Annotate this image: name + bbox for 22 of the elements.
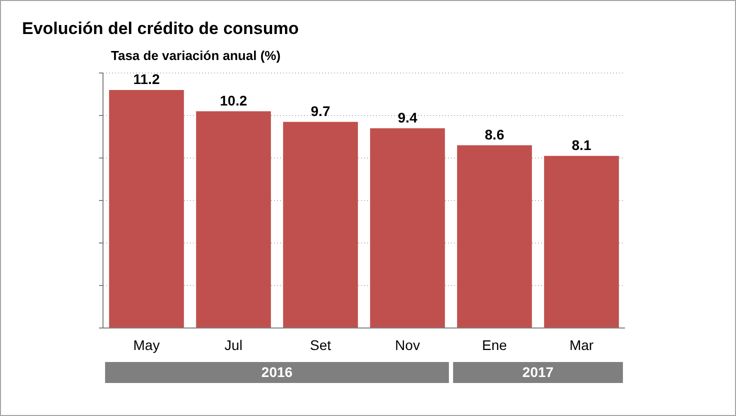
data-label: 9.7 (310, 102, 330, 119)
data-label: 8.6 (484, 126, 504, 142)
x-tick-label: May (133, 337, 160, 353)
data-label: 10.2 (220, 92, 248, 108)
data-label: 9.4 (398, 109, 418, 126)
x-tick-label: Nov (395, 337, 420, 353)
data-label: 11.2 (133, 71, 160, 87)
bar (370, 128, 445, 328)
bar (109, 90, 184, 328)
x-tick-label: Mar (569, 337, 594, 353)
text: 2017 (522, 364, 554, 380)
bar (544, 156, 619, 328)
x-tick-label: Ene (482, 337, 508, 353)
data-label: 8.1 (572, 136, 592, 153)
bar (457, 145, 532, 328)
x-tick-label: Jul (224, 337, 242, 353)
text: 2016 (261, 364, 293, 380)
chart-title: Evolución del crédito de consumo (22, 19, 299, 38)
bar (196, 111, 271, 328)
x-tick-label: Set (310, 337, 332, 353)
chart-subtitle: Tasa de variación anual (%) (111, 48, 281, 63)
bar (283, 122, 358, 328)
